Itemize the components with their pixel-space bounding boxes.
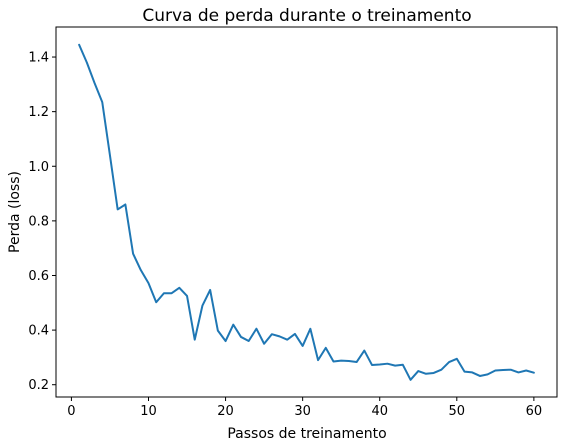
- data-point: [161, 291, 166, 296]
- data-point: [308, 326, 313, 331]
- data-point: [408, 377, 413, 382]
- axis-ticks: 0 10 20 30 40 50 60 0.2 0.4 0.6 0.8 1.0 1.2 1.4: [28, 51, 542, 419]
- data-point: [115, 207, 120, 212]
- x-tick-label: 20: [217, 404, 234, 419]
- data-point: [123, 202, 128, 207]
- y-tick-label: 1.0: [28, 160, 49, 175]
- loss-series-line: [78, 43, 535, 381]
- data-point: [354, 360, 359, 365]
- data-point: [431, 370, 436, 375]
- data-point: [169, 291, 174, 296]
- y-tick-label: 1.4: [28, 51, 49, 66]
- data-point: [524, 368, 529, 373]
- data-point: [138, 268, 143, 273]
- data-point: [493, 368, 498, 373]
- data-point: [100, 100, 105, 105]
- data-point: [84, 60, 89, 65]
- data-point: [393, 363, 398, 368]
- y-tick-label: 0.2: [28, 378, 49, 393]
- x-tick-label: 10: [140, 404, 157, 419]
- data-point: [200, 303, 205, 308]
- series-layer: [77, 42, 536, 382]
- data-point: [339, 358, 344, 363]
- data-point: [231, 322, 236, 327]
- data-point: [107, 153, 112, 158]
- data-point: [285, 337, 290, 342]
- data-point: [269, 332, 274, 337]
- data-point: [531, 370, 536, 375]
- data-point: [92, 80, 97, 85]
- y-tick-label: 0.8: [28, 214, 49, 229]
- data-point: [292, 331, 297, 336]
- y-tick-label: 0.4: [28, 324, 49, 339]
- data-point: [470, 370, 475, 375]
- data-point: [501, 367, 506, 372]
- data-point: [154, 300, 159, 305]
- data-point: [423, 371, 428, 376]
- data-point: [477, 373, 482, 378]
- data-point: [454, 356, 459, 361]
- data-point: [400, 362, 405, 367]
- data-point: [385, 361, 390, 366]
- data-point: [377, 362, 382, 367]
- data-point: [277, 334, 282, 339]
- data-point: [346, 358, 351, 363]
- y-tick-label: 1.2: [28, 105, 49, 120]
- x-tick-label: 60: [526, 404, 543, 419]
- data-point: [439, 367, 444, 372]
- data-point: [416, 369, 421, 374]
- x-tick-label: 50: [449, 404, 466, 419]
- x-tick-label: 40: [371, 404, 388, 419]
- data-point: [254, 326, 259, 331]
- data-point: [370, 363, 375, 368]
- data-point: [316, 358, 321, 363]
- data-point: [185, 293, 190, 298]
- data-point: [246, 339, 251, 344]
- data-point: [238, 334, 243, 339]
- y-axis-label: Perda (loss): [7, 171, 23, 253]
- data-point: [223, 339, 228, 344]
- data-point: [508, 367, 513, 372]
- data-point: [362, 348, 367, 353]
- data-point: [323, 345, 328, 350]
- chart-title: Curva de perda durante o treinamento: [142, 6, 471, 26]
- data-point: [77, 42, 82, 47]
- data-point: [300, 343, 305, 348]
- data-point: [485, 372, 490, 377]
- data-point: [146, 281, 151, 286]
- data-point: [447, 360, 452, 365]
- data-point: [192, 337, 197, 342]
- x-tick-label: 30: [294, 404, 311, 419]
- data-point: [462, 369, 467, 374]
- data-point: [215, 328, 220, 333]
- x-axis-label: Passos de treinamento: [227, 426, 386, 442]
- y-tick-label: 0.6: [28, 269, 49, 284]
- data-point: [262, 341, 267, 346]
- data-point: [331, 359, 336, 364]
- data-point: [177, 285, 182, 290]
- data-point: [208, 287, 213, 292]
- data-point: [516, 370, 521, 375]
- plot-area-frame: [55, 26, 558, 398]
- data-point: [131, 251, 136, 256]
- x-tick-label: 0: [67, 404, 75, 419]
